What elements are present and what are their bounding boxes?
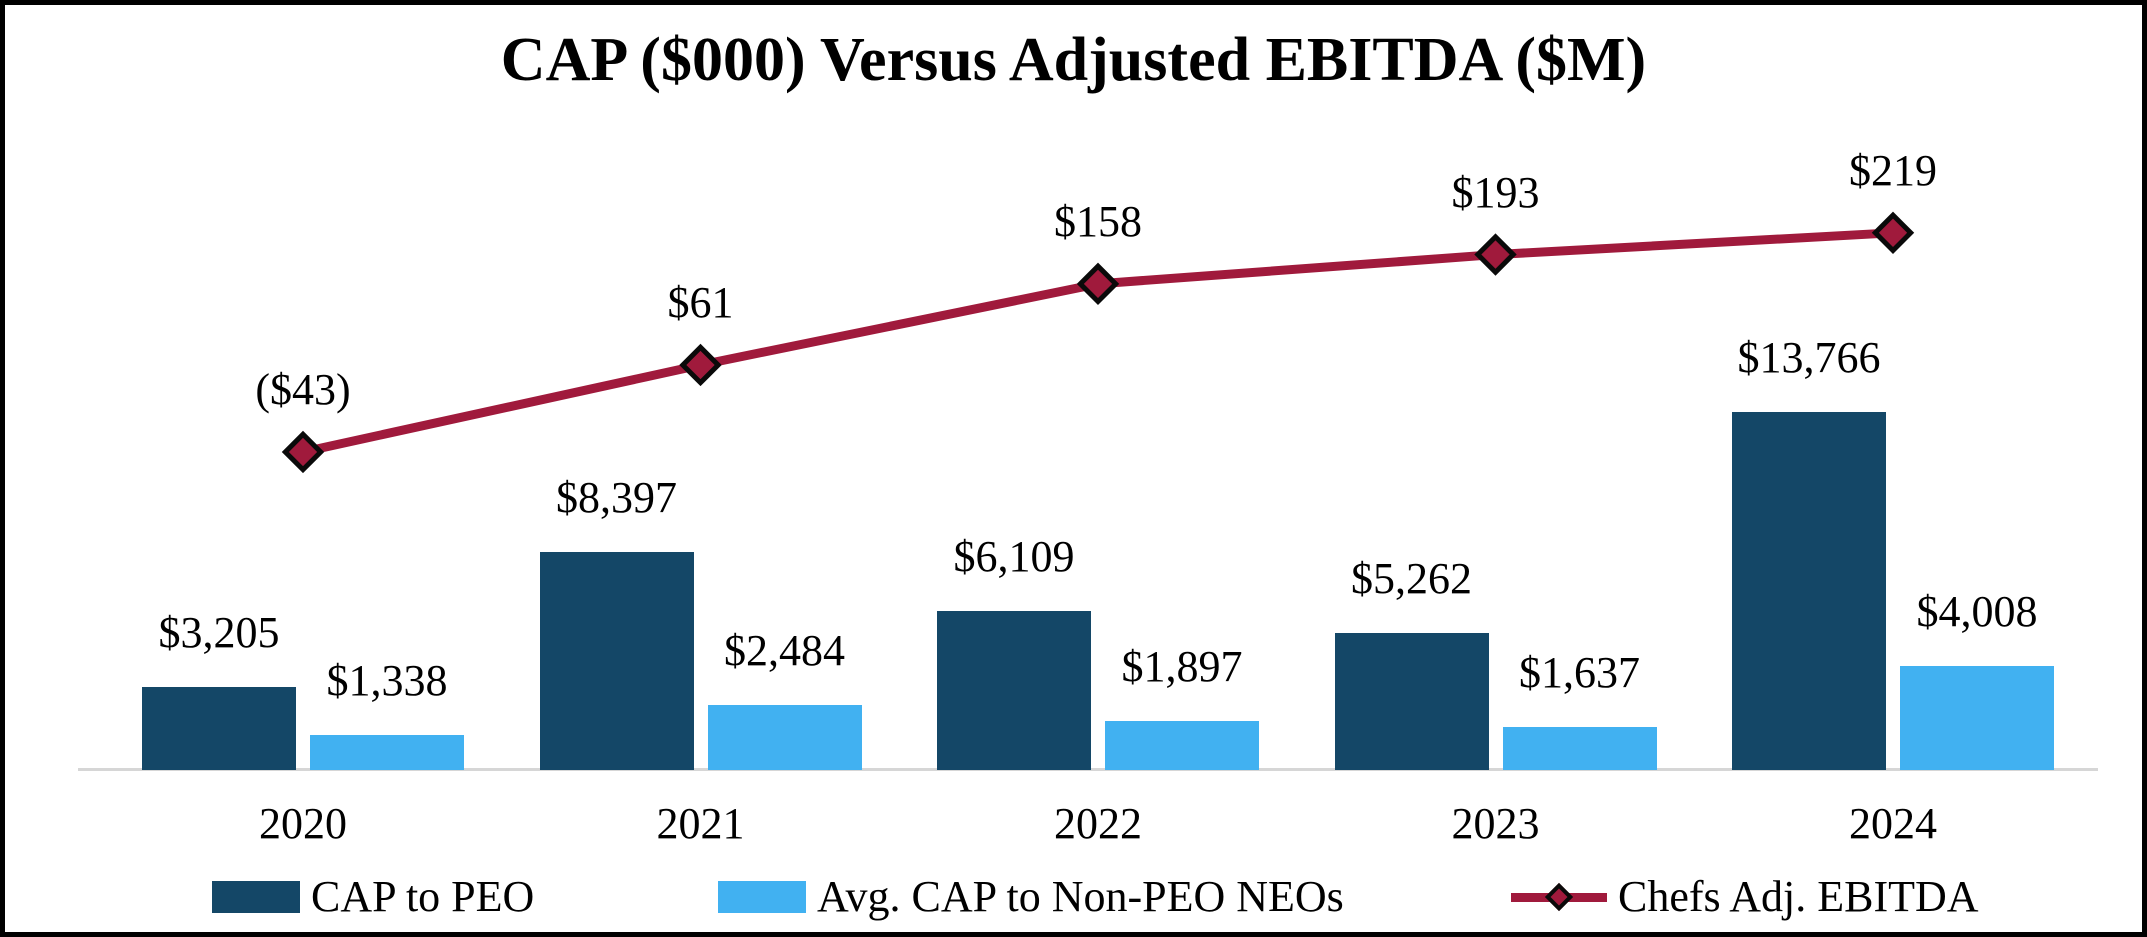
diamond-marker-2023 <box>1474 233 1517 276</box>
bar-label-cap-to-peo-2020: $3,205 <box>158 607 280 657</box>
legend-label-cap-to-peo: CAP to PEO <box>311 872 535 921</box>
diamond-marker-2024 <box>1871 211 1915 255</box>
line-label-2022: $158 <box>1054 196 1142 246</box>
legend-item-avg-cap-non-peo: Avg. CAP to Non-PEO NEOs <box>718 871 1344 923</box>
diamond-marker-2021 <box>679 343 722 387</box>
bar-label-avg-cap-non-peo-2021: $2,484 <box>724 626 845 676</box>
legend-line-chefs-adj-ebitda <box>1511 882 1607 912</box>
x-axis-label-2024: 2024 <box>1849 799 1937 848</box>
bar-cap-to-peo-2023 <box>1334 633 1489 770</box>
line-label-2023: $193 <box>1451 167 1540 217</box>
bar-avg-cap-non-peo-2022 <box>1105 720 1259 770</box>
x-axis-label-2020: 2020 <box>259 799 347 848</box>
legend-swatch-avg-cap-non-peo <box>718 881 806 913</box>
bar-avg-cap-non-peo-2020 <box>310 735 464 770</box>
chart-title: CAP ($000) Versus Adjusted EBITDA ($M) <box>500 26 1647 94</box>
legend-diamond-icon <box>1544 882 1574 912</box>
bar-label-avg-cap-non-peo-2022: $1,897 <box>1121 641 1243 691</box>
bar-cap-to-peo-2021 <box>539 551 694 770</box>
diamond-marker-2020 <box>281 430 325 474</box>
legend-swatch-cap-to-peo <box>212 881 300 913</box>
line-label-2024: $219 <box>1849 145 1937 195</box>
plot-area: 2020 $3,205 $1,338 ($43) 2021 $8,397 $2,484 $61… <box>5 5 2142 932</box>
bar-label-cap-to-peo-2023: $5,262 <box>1351 554 1472 604</box>
bar-label-cap-to-peo-2021: $8,397 <box>556 472 677 522</box>
line-label-2020: ($43) <box>255 364 351 414</box>
bar-label-avg-cap-non-peo-2024: $4,008 <box>1916 586 2038 636</box>
bar-avg-cap-non-peo-2023 <box>1502 727 1657 770</box>
x-axis-label-2022: 2022 <box>1054 799 1142 848</box>
diamond-marker-2022 <box>1076 262 1120 306</box>
ebitda-line-svg <box>281 211 1915 474</box>
legend-item-cap-to-peo: CAP to PEO <box>212 871 534 923</box>
bar-label-avg-cap-non-peo-2023: $1,637 <box>1519 648 1640 698</box>
legend-label-avg-cap-non-peo: Avg. CAP to Non-PEO NEOs <box>817 872 1344 921</box>
x-axis-label-2023: 2023 <box>1451 799 1540 848</box>
bar-avg-cap-non-peo-2021 <box>707 705 862 770</box>
bar-cap-to-peo-2022 <box>937 611 1091 770</box>
bar-label-cap-to-peo-2022: $6,109 <box>953 532 1075 582</box>
legend-item-chefs-adj-ebitda: Chefs Adj. EBITDA <box>1511 871 1979 923</box>
bar-cap-to-peo-2024 <box>1732 412 1886 770</box>
bar-label-avg-cap-non-peo-2020: $1,338 <box>326 656 448 706</box>
bar-label-cap-to-peo-2024: $13,766 <box>1737 333 1881 383</box>
legend-label-chefs-adj-ebitda: Chefs Adj. EBITDA <box>1618 872 1979 921</box>
line-label-2021: $61 <box>667 277 734 327</box>
x-axis-label-2021: 2021 <box>656 799 745 848</box>
bar-avg-cap-non-peo-2024 <box>1900 665 2054 770</box>
bar-cap-to-peo-2020 <box>142 686 296 770</box>
